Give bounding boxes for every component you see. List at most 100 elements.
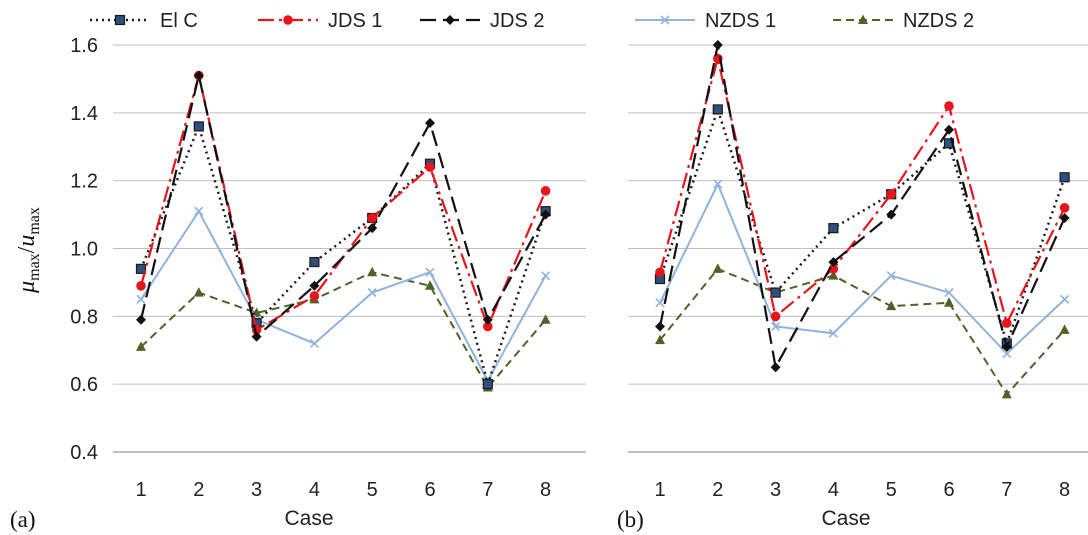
point-nzds-2 xyxy=(136,341,146,351)
point-jds-1 xyxy=(655,267,665,278)
x-tick-label: 3 xyxy=(770,479,781,501)
point-nzds-2 xyxy=(367,266,378,277)
point-el-c xyxy=(193,121,204,132)
panel-label-a: (a) xyxy=(10,507,36,532)
legend-marker xyxy=(283,15,293,25)
point-jds-2 xyxy=(251,331,262,342)
series-line-nzds-1 xyxy=(140,209,547,383)
point-nzds-1 xyxy=(136,294,146,304)
y-label-u: u xyxy=(14,235,40,247)
legend-label: JDS 1 xyxy=(328,10,382,32)
point-jds-2 xyxy=(136,314,146,325)
y-label-mu: μ xyxy=(14,281,40,294)
point-nzds-1 xyxy=(309,338,319,349)
point-jds-1 xyxy=(1059,203,1070,213)
x-axis-title-a: Case xyxy=(284,507,333,530)
x-tick-label: 2 xyxy=(193,479,204,501)
x-tick-label: 4 xyxy=(828,479,839,501)
y-label-u-sub: max xyxy=(26,207,43,235)
x-tick-label: 5 xyxy=(886,479,897,501)
point-jds-2 xyxy=(886,209,897,220)
x-tick-label: 3 xyxy=(251,479,262,501)
point-jds-2 xyxy=(482,314,493,325)
series-nzds-1 xyxy=(655,179,1070,359)
legend-item-nzds-2: NZDS 2 xyxy=(833,10,974,32)
point-jds-1 xyxy=(944,101,954,111)
series-line-el-c xyxy=(658,105,1066,348)
point-nzds-1 xyxy=(541,271,551,281)
point-el-c xyxy=(828,223,839,234)
x-tick-label: 7 xyxy=(482,479,493,501)
point-el-c xyxy=(482,379,493,390)
point-jds-2 xyxy=(944,124,954,135)
point-nzds-2 xyxy=(425,280,435,290)
x-tick-label: 6 xyxy=(943,479,954,501)
point-nzds-2 xyxy=(828,270,839,280)
series-line-nzds-2 xyxy=(659,267,1066,396)
legend-item-nzds-1: NZDS 1 xyxy=(635,10,776,32)
series-jds-2 xyxy=(136,70,551,342)
y-tick-label: 0.4 xyxy=(70,442,98,464)
x-tick-label: 7 xyxy=(1001,479,1012,501)
point-nzds-1 xyxy=(944,288,954,298)
y-tick-label: 0.6 xyxy=(70,374,98,396)
point-el-c xyxy=(712,104,723,115)
point-jds-2 xyxy=(1001,341,1012,352)
x-tick-label: 8 xyxy=(540,479,551,501)
y-tick-label: 1.4 xyxy=(70,103,98,125)
legend-label: JDS 2 xyxy=(490,10,544,32)
x-tick-label: 1 xyxy=(135,479,146,501)
point-jds-2 xyxy=(770,362,781,373)
point-nzds-1 xyxy=(713,179,723,189)
point-nzds-1 xyxy=(1002,349,1012,359)
x-tick-label: 8 xyxy=(1059,479,1070,501)
legend-marker xyxy=(114,14,126,26)
series-line-nzds-2 xyxy=(140,271,547,390)
point-el-c xyxy=(1059,172,1070,183)
point-el-c xyxy=(309,256,320,268)
point-el-c xyxy=(135,263,147,274)
point-nzds-2 xyxy=(1001,388,1012,399)
point-nzds-1 xyxy=(655,298,665,308)
point-jds-1 xyxy=(770,311,781,322)
series-line-jds-2 xyxy=(658,44,1066,371)
y-tick-label: 1.2 xyxy=(70,171,98,193)
series-jds-1 xyxy=(655,53,1070,328)
point-nzds-2 xyxy=(655,334,665,345)
x-tick-label: 1 xyxy=(654,479,665,501)
series-group-a xyxy=(135,70,551,392)
legend-label: NZDS 2 xyxy=(903,10,974,32)
y-tick-label: 1.0 xyxy=(70,239,98,261)
legend-label: NZDS 1 xyxy=(705,10,776,32)
point-jds-1 xyxy=(367,213,378,223)
series-line-jds-1 xyxy=(658,58,1066,327)
point-jds-1 xyxy=(886,189,896,200)
point-el-c xyxy=(770,287,781,298)
point-jds-1 xyxy=(309,291,320,301)
legend-item-jds-1: JDS 1 xyxy=(258,10,382,32)
series-nzds-2 xyxy=(655,263,1070,399)
point-jds-2 xyxy=(367,223,378,234)
point-jds-2 xyxy=(309,280,320,291)
legend-marker xyxy=(445,15,455,25)
grid-a xyxy=(113,44,586,385)
point-nzds-2 xyxy=(193,287,204,297)
y-axis-label: μmax/umax xyxy=(14,207,43,294)
point-nzds-1 xyxy=(828,328,838,338)
series-jds-2 xyxy=(655,40,1070,373)
x-tick-label: 4 xyxy=(309,479,320,501)
y-tick-label: 1.6 xyxy=(70,35,98,57)
x-tick-label: 6 xyxy=(424,479,435,501)
point-jds-1 xyxy=(136,281,146,291)
series-line-jds-1 xyxy=(139,75,547,332)
point-nzds-1 xyxy=(771,321,781,332)
legend-item-jds-2: JDS 2 xyxy=(420,10,544,32)
legend-b: NZDS 1 NZDS 2 xyxy=(635,10,974,32)
point-nzds-1 xyxy=(425,267,435,277)
point-jds-1 xyxy=(540,186,551,196)
y-label-mu-sub: max xyxy=(26,253,43,281)
point-nzds-1 xyxy=(367,288,377,298)
point-nzds-1 xyxy=(1060,294,1070,304)
x-tick-label: 2 xyxy=(712,479,723,501)
